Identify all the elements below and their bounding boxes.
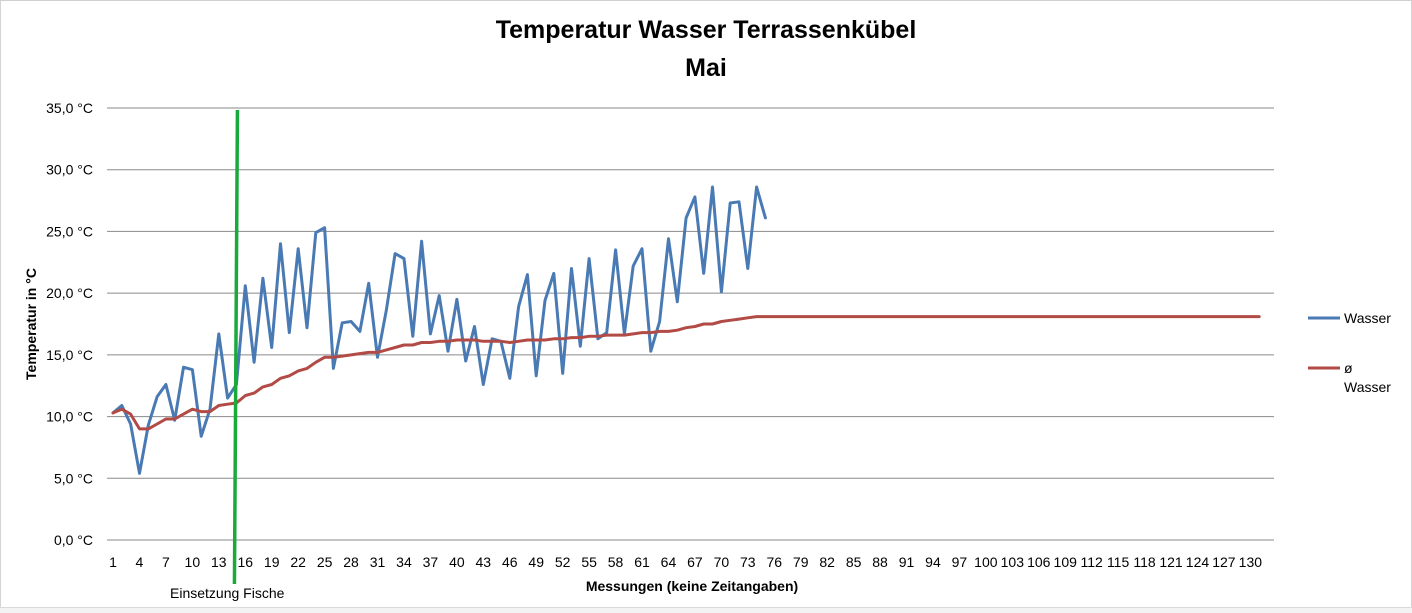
x-tick-label: 31 — [370, 554, 386, 570]
y-axis-title: Temperatur in °C — [23, 268, 39, 380]
annotation-label: Einsetzung Fische — [170, 585, 285, 601]
x-tick-label: 1 — [109, 554, 117, 570]
gridlines — [107, 107, 1274, 541]
x-tick-label: 106 — [1027, 554, 1051, 570]
x-tick-label: 61 — [634, 554, 650, 570]
chart-title: Temperatur Wasser Terrassenkübel — [495, 16, 917, 44]
legend-label-avg-wasser: Wasser — [1344, 379, 1391, 395]
x-tick-label: 103 — [1001, 554, 1025, 570]
x-tick-label: 25 — [317, 554, 333, 570]
x-tick-label: 100 — [974, 554, 998, 570]
x-tick-label: 13 — [211, 554, 227, 570]
x-tick-label: 85 — [846, 554, 862, 570]
x-tick-label: 88 — [872, 554, 888, 570]
x-tick-label: 82 — [819, 554, 835, 570]
x-tick-label: 130 — [1239, 554, 1263, 570]
series-layer — [111, 185, 1261, 475]
x-tick-label: 34 — [396, 554, 412, 570]
x-tick-label: 43 — [476, 554, 492, 570]
y-tick-label: 25,0 °C — [46, 223, 93, 239]
x-tick-label: 115 — [1107, 554, 1130, 570]
x-tick-label: 94 — [925, 554, 941, 570]
x-tick-label: 70 — [714, 554, 730, 570]
x-tick-label: 16 — [237, 554, 253, 570]
x-tick-label: 22 — [290, 554, 306, 570]
y-tick-label: 20,0 °C — [46, 285, 93, 301]
legend-label-avg-symbol: ø — [1344, 360, 1353, 376]
x-tick-label: 79 — [793, 554, 809, 570]
x-tick-label: 112 — [1081, 554, 1104, 570]
x-tick-label: 67 — [687, 554, 703, 570]
x-tick-label: 7 — [162, 554, 170, 570]
y-tick-label: 10,0 °C — [46, 409, 93, 425]
y-tick-label: 15,0 °C — [46, 347, 93, 363]
x-tick-label: 19 — [264, 554, 280, 570]
x-tick-label: 37 — [423, 554, 439, 570]
x-tick-label: 76 — [766, 554, 782, 570]
y-tick-label: 0,0 °C — [54, 532, 93, 548]
y-axis-tick-labels: 0,0 °C 5,0 °C 10,0 °C 15,0 °C 20,0 °C 25,0 °C… — [46, 100, 93, 548]
legend-label-wasser: Wasser — [1344, 310, 1391, 326]
legend: Wasser ø Wasser — [1308, 310, 1391, 395]
chart-subtitle: Mai — [685, 54, 727, 82]
x-tick-label: 46 — [502, 554, 518, 570]
x-tick-label: 4 — [136, 554, 144, 570]
x-tick-label: 127 — [1212, 554, 1236, 570]
x-axis-tick-labels: 1 4 7 10 13 16 19 22 25 28 31 34 37 40 43 46 49 52 55 58 61 6… — [109, 554, 1262, 570]
sheet-bottom-rule — [0, 607, 1412, 613]
sheet-top-rule — [0, 0, 1412, 1]
x-tick-label: 121 — [1159, 554, 1183, 570]
x-tick-label: 40 — [449, 554, 465, 570]
annotation-layer: Einsetzung Fische — [170, 109, 285, 601]
x-tick-label: 55 — [581, 554, 597, 570]
x-tick-label: 109 — [1054, 554, 1078, 570]
x-tick-label: 73 — [740, 554, 756, 570]
x-tick-label: 91 — [899, 554, 915, 570]
x-tick-label: 10 — [185, 554, 201, 570]
x-tick-label: 97 — [952, 554, 968, 570]
x-tick-label: 52 — [555, 554, 571, 570]
x-axis-title: Messungen (keine Zeitangaben) — [586, 578, 798, 594]
y-tick-label: 30,0 °C — [46, 162, 93, 178]
y-tick-label: 5,0 °C — [54, 470, 93, 486]
annotation-vertical-line — [232, 109, 240, 585]
x-tick-label: 28 — [343, 554, 359, 570]
x-tick-label: 118 — [1133, 554, 1156, 570]
x-tick-label: 49 — [528, 554, 544, 570]
y-tick-label: 35,0 °C — [46, 100, 93, 116]
series-line-wasser — [111, 315, 1261, 431]
x-tick-label: 124 — [1186, 554, 1210, 570]
x-tick-label: 58 — [608, 554, 624, 570]
x-tick-label: 64 — [661, 554, 677, 570]
